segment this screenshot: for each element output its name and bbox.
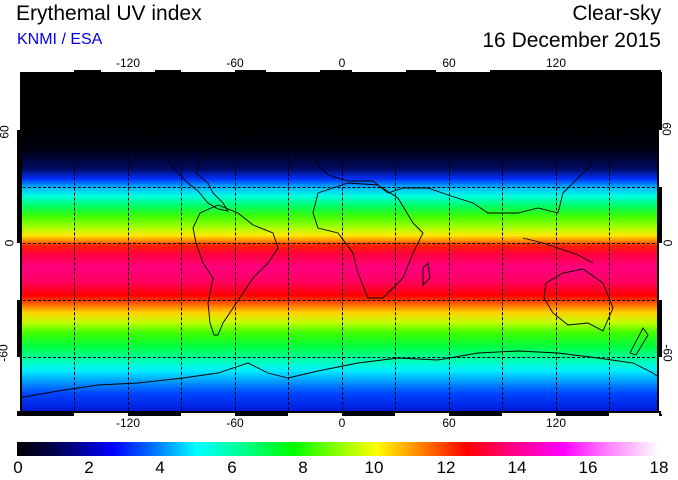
- grid-lon-line: [235, 73, 236, 415]
- grid-lon-line: [609, 73, 610, 415]
- uv-colorbar: [17, 442, 659, 456]
- map-date: 16 December 2015: [482, 29, 661, 52]
- grid-lat-line: [18, 187, 660, 188]
- top-lon-label: 120: [545, 56, 567, 70]
- page-title: Erythemal UV index: [16, 2, 202, 25]
- grid-lat-line: [18, 130, 660, 131]
- grid-lon-line: [128, 73, 129, 415]
- colorbar-label: 18: [649, 458, 669, 477]
- bottom-lon-label: 120: [545, 416, 567, 430]
- right-lat-label: 0: [660, 239, 675, 247]
- grid-lon-line: [342, 73, 343, 415]
- data-source: KNMI / ESA: [17, 31, 103, 48]
- coastline-overlay: [18, 112, 660, 399]
- uv-index-map: [17, 72, 661, 416]
- colorbar-label: 12: [436, 458, 456, 477]
- colorbar-label: 2: [84, 458, 94, 477]
- bottom-axis-bar: [17, 411, 661, 416]
- grid-lat-line: [18, 357, 660, 358]
- left-lat-label: 0: [2, 239, 17, 247]
- grid-lon-line: [288, 73, 289, 415]
- bottom-lon-label: 0: [338, 416, 346, 430]
- colorbar-label: 8: [298, 458, 308, 477]
- grid-lon-line: [556, 73, 557, 415]
- grid-lon-line: [395, 73, 396, 415]
- colorbar-label: 16: [578, 458, 598, 477]
- colorbar-label: 10: [364, 458, 384, 477]
- right-axis-bar: [657, 72, 662, 416]
- grid-lon-line: [449, 73, 450, 415]
- left-lat-label: -60: [0, 344, 11, 362]
- bottom-lon-label: -60: [226, 416, 244, 430]
- grid-lon-line: [502, 73, 503, 415]
- colorbar-label: 14: [507, 458, 527, 477]
- grid-lon-line: [74, 73, 75, 415]
- top-lon-label: 0: [338, 56, 346, 70]
- grid-lon-line: [181, 73, 182, 415]
- bottom-lon-label: 60: [442, 416, 456, 430]
- sky-condition: Clear-sky: [572, 2, 661, 25]
- top-lon-label: -60: [226, 56, 244, 70]
- top-lon-label: -120: [115, 56, 141, 70]
- colorbar-label: 6: [227, 458, 237, 477]
- grid-lat-line: [18, 300, 660, 301]
- left-lat-label: 60: [0, 125, 12, 139]
- colorbar-label: 0: [13, 458, 23, 477]
- left-axis-bar: [17, 72, 22, 416]
- top-lon-label: 60: [442, 56, 456, 70]
- right-lat-label: 60: [659, 122, 674, 136]
- grid-lat-line: [18, 243, 660, 244]
- colorbar-label: 4: [155, 458, 165, 477]
- bottom-lon-label: -120: [115, 416, 141, 430]
- right-lat-label: -60: [660, 344, 675, 362]
